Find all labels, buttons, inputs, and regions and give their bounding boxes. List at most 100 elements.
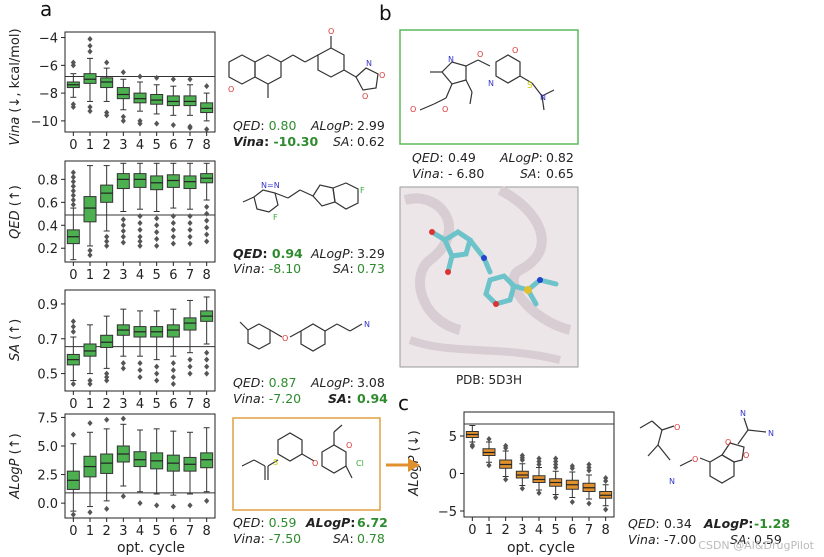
outlier-point xyxy=(104,233,110,240)
x-tick-label: 0 xyxy=(69,138,77,153)
svg-text:ALogP:: ALogP: xyxy=(499,150,543,165)
c-sa-value: 0.59 xyxy=(754,532,782,547)
oxygen-atom-icon xyxy=(493,301,499,307)
outlier-point xyxy=(137,367,143,374)
box xyxy=(83,73,97,84)
outlier-point xyxy=(120,233,126,240)
outlier-point xyxy=(87,108,93,115)
oxygen-atom-icon: O xyxy=(362,92,368,101)
svg-text:SA:: SA: xyxy=(730,532,751,547)
outlier-point xyxy=(137,213,143,220)
svg-text:QED: 0.59: QED: 0.59 xyxy=(233,515,296,530)
oxygen-atom-icon: O xyxy=(725,438,731,447)
outlier-point xyxy=(553,455,559,462)
molecule-a3-structure xyxy=(239,321,363,352)
outlier-point xyxy=(104,238,110,245)
x-tick-label: 1 xyxy=(86,268,94,283)
molecule-a2-structure xyxy=(242,182,359,213)
nitrogen-atom-icon: N xyxy=(364,320,370,329)
outlier-point xyxy=(70,192,76,199)
oxygen-atom-icon: O xyxy=(674,423,680,432)
molecule-c-properties: QED: 0.34 ALogP: -1.28 Vina: -7.00 SA: 0… xyxy=(628,516,790,547)
svg-text:SA:: SA: xyxy=(333,531,354,546)
outlier-point xyxy=(603,475,609,481)
outlier-point xyxy=(170,381,176,388)
outlier-point xyxy=(170,233,176,240)
outlier-point xyxy=(204,126,210,133)
outlier-point xyxy=(204,231,210,238)
outlier-point xyxy=(137,360,143,367)
a2-alogp-value: 3.29 xyxy=(357,246,385,261)
oxygen-atom-icon: O xyxy=(282,334,288,343)
x-axis-label-c: opt. cycle xyxy=(507,540,575,556)
y-tick-label: 0.7 xyxy=(37,333,58,348)
x-tick-label: 6 xyxy=(169,397,177,412)
outlier-point xyxy=(104,59,110,66)
molecule-a4-frame xyxy=(232,417,381,511)
x-tick-label: 2 xyxy=(103,524,111,539)
box xyxy=(166,324,180,338)
svg-text:Vina:: Vina: xyxy=(628,532,660,547)
outlier-point xyxy=(170,367,176,374)
outlier-point xyxy=(87,247,93,254)
outlier-point xyxy=(137,233,143,240)
outlier-point xyxy=(586,500,592,507)
x-tick-label: 2 xyxy=(103,138,111,153)
sulfur-atom-icon: S xyxy=(273,458,278,467)
outlier-point xyxy=(70,323,76,330)
y-tick-label: −5 xyxy=(438,505,457,520)
x-tick-label: 3 xyxy=(518,523,526,538)
c-qed-value: 0.34 xyxy=(664,516,692,531)
outlier-point xyxy=(70,511,76,518)
outlier-point xyxy=(70,328,76,335)
y-tick-label: 0.4 xyxy=(37,219,58,234)
outlier-point xyxy=(170,122,176,129)
a4-alogp-value: 6.72 xyxy=(357,515,388,530)
oxygen-atom-icon: O xyxy=(692,455,698,464)
outlier-point xyxy=(503,476,509,483)
outlier-point xyxy=(137,374,143,381)
outlier-point xyxy=(154,120,160,127)
outlier-point xyxy=(104,505,110,512)
outlier-point xyxy=(87,509,93,516)
c-vina-value: -7.00 xyxy=(664,532,696,547)
x-tick-label: 4 xyxy=(136,138,144,153)
box xyxy=(116,173,130,190)
x-tick-label: 7 xyxy=(186,524,194,539)
c-alogp-value: -1.28 xyxy=(754,516,790,531)
oxygen-atom-icon: O xyxy=(743,451,749,460)
box xyxy=(150,94,164,105)
x-tick-label: 8 xyxy=(203,524,211,539)
nitrogen-atom-icon: N=N xyxy=(261,181,280,190)
outlier-point xyxy=(154,74,160,81)
outlier-point xyxy=(87,252,93,259)
outlier-point xyxy=(503,442,509,449)
outlier-point xyxy=(536,490,542,496)
outlier-point xyxy=(536,455,542,462)
panel-letter-c: c xyxy=(398,391,409,415)
outlier-point xyxy=(120,493,126,500)
a2-qed-value: 0.94 xyxy=(272,246,303,261)
box xyxy=(183,95,197,107)
x-tick-label: 0 xyxy=(69,268,77,283)
vina-boxplot: −4 −6 −8 −10 Vina (↓, kcal/mol) 0 1 2 3 4 5 6 7 8 xyxy=(8,28,216,153)
b-sa-value: 0.65 xyxy=(546,166,574,181)
y-tick-label: 0.0 xyxy=(37,497,58,512)
alogp-boxplot: 0.0 2.5 5.0 7.5 ALogP (↑) 0 1 2 3 4 5 6 7 8 xyxy=(8,411,216,539)
fluorine-atom-icon: F xyxy=(273,213,278,222)
watermark: CSDN @AI&DrugPilot xyxy=(698,539,814,552)
svg-text:Vina: -10.30: Vina: -10.30 xyxy=(233,134,318,149)
outlier-point xyxy=(137,226,143,233)
box xyxy=(83,196,97,223)
outlier-point xyxy=(187,76,193,83)
y-axis-label: Vina (↓, kcal/mol) xyxy=(8,28,23,145)
svg-text:ALogP:: ALogP: xyxy=(703,516,753,531)
outlier-point xyxy=(70,187,76,194)
x-tick-label: 7 xyxy=(186,138,194,153)
outlier-point xyxy=(469,443,475,450)
outlier-point xyxy=(187,363,193,370)
y-tick-label: −6 xyxy=(39,59,58,74)
oxygen-atom-icon: O xyxy=(410,105,416,114)
outlier-point xyxy=(170,360,176,367)
